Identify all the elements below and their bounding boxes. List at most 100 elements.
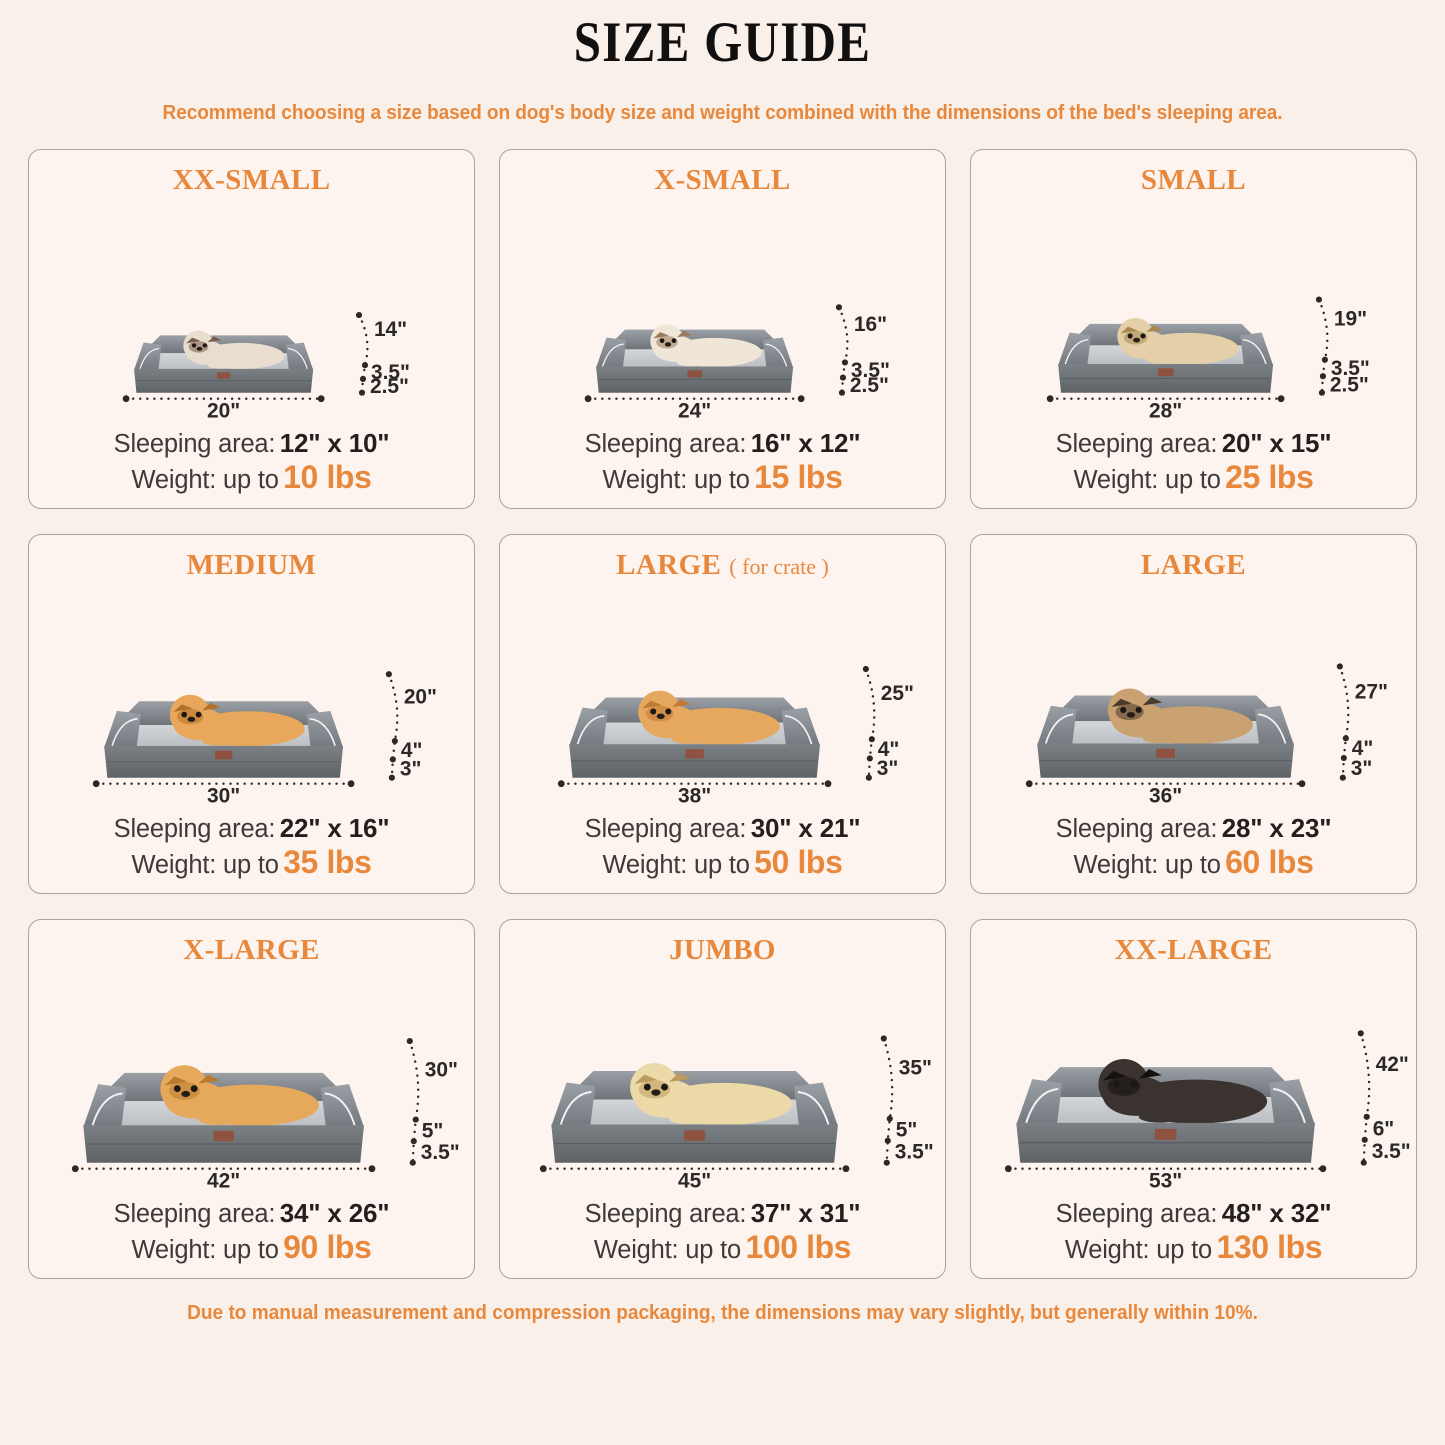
height-dimension-line	[882, 1036, 894, 1164]
bed-illustration-svg: 42" 6" 3.5" 53"	[1004, 1029, 1411, 1192]
bed-illustration-svg: 30" 5" 3.5" 42"	[71, 1037, 460, 1192]
width-dot-right	[368, 1164, 376, 1172]
size-card-specs: Sleeping area: 30" x 21" Weight: up to 5…	[500, 813, 945, 893]
sleeping-area-label: Sleeping area:	[584, 429, 747, 458]
weight-value: 10 lbs	[283, 458, 372, 495]
weight-value: 15 lbs	[754, 458, 843, 495]
dim-dot-bottom	[865, 774, 872, 781]
width-dot-right	[317, 394, 325, 402]
pet-illustration-australian-shepherd	[1107, 688, 1253, 744]
pet-illustration-labrador	[630, 1062, 793, 1125]
width-label: 24"	[678, 399, 711, 422]
width-dot-right	[347, 779, 355, 787]
size-card-title-text: X-LARGE	[183, 933, 320, 966]
size-card-title-text: JUMBO	[669, 933, 776, 966]
size-card-specs: Sleeping area: 28" x 23" Weight: up to 6…	[971, 813, 1416, 893]
size-card-specs: Sleeping area: 12" x 10" Weight: up to 1…	[29, 428, 474, 508]
size-card-title: MEDIUM	[187, 550, 317, 580]
piping-left	[576, 714, 605, 745]
pet-illustration-rottweiler-and-chihuahua	[1098, 1058, 1268, 1124]
height-label-overall: 30"	[425, 1058, 458, 1081]
size-card-title: LARGE ( for crate )	[616, 550, 829, 580]
sleeping-area-line: Sleeping area: 37" x 31"	[500, 1198, 945, 1229]
width-dot-left	[1025, 779, 1033, 787]
size-card[interactable]: XX-LARGE	[970, 918, 1417, 1279]
dim-dot-mid2	[839, 374, 847, 381]
size-cards-grid: XX-SMALL	[28, 148, 1417, 1279]
sleeping-area-label: Sleeping area:	[1055, 429, 1218, 458]
bed-illustration-svg: 19" 3.5" 2.5" 28"	[1046, 296, 1370, 422]
size-card[interactable]: SMALL	[970, 148, 1417, 509]
sleeping-area-label: Sleeping area:	[113, 1199, 276, 1228]
width-dot-left	[122, 394, 130, 402]
height-dimension-line	[357, 313, 369, 394]
page-title: SIZE GUIDE	[573, 11, 872, 74]
size-card[interactable]: LARGE ( for crate )	[499, 533, 946, 894]
sleeping-area-label: Sleeping area:	[113, 429, 276, 458]
size-card[interactable]: X-LARGE	[28, 918, 475, 1279]
sleeping-area-value: 48" x 32"	[1221, 1197, 1332, 1228]
size-card-specs: Sleeping area: 48" x 32" Weight: up to 1…	[971, 1198, 1416, 1278]
width-dot-right	[1277, 394, 1285, 402]
size-card-title: SMALL	[1141, 165, 1246, 195]
size-card[interactable]: XX-SMALL	[28, 148, 475, 509]
dim-dot-bottom	[409, 1159, 416, 1166]
size-card[interactable]: X-SMALL	[499, 148, 946, 509]
size-card[interactable]: MEDIUM	[28, 533, 475, 894]
piping-left	[602, 343, 624, 367]
dim-dot-mid2	[359, 375, 367, 382]
weight-label: Weight: up to	[1073, 465, 1221, 494]
dim-dot-mid1	[868, 735, 875, 742]
weight-label: Weight: up to	[1073, 850, 1221, 879]
width-dot-left	[539, 1164, 547, 1172]
dim-dot-mid2	[884, 1137, 891, 1144]
bed-illustration: 14" 3.5" 2.5" 20"	[29, 195, 474, 428]
dim-dot-top	[835, 303, 843, 311]
weight-value: 50 lbs	[754, 843, 843, 880]
dim-dot-mid2	[1340, 754, 1347, 761]
size-card[interactable]: LARGE	[970, 533, 1417, 894]
piping-left	[91, 1092, 123, 1126]
height-dimension-line	[1359, 1031, 1371, 1164]
sleeping-area-value: 16" x 12"	[750, 427, 861, 458]
footer-note: Due to manual measurement and compressio…	[187, 1300, 1258, 1324]
bed-illustration-svg: 35" 5" 3.5" 45"	[539, 1035, 934, 1192]
height-label-base: 3.5"	[421, 1141, 460, 1164]
bed-illustration: 16" 3.5" 2.5" 24"	[500, 195, 945, 428]
height-label-base: 2.5"	[1330, 373, 1369, 396]
weight-label: Weight: up to	[131, 1235, 279, 1264]
size-card-title: LARGE	[1141, 550, 1246, 580]
sleeping-area-line: Sleeping area: 16" x 12"	[500, 428, 945, 459]
weight-value: 100 lbs	[745, 1228, 852, 1265]
dim-dot-mid1	[886, 1115, 893, 1122]
dim-dot-mid1	[1342, 734, 1349, 742]
height-label-base: 2.5"	[850, 374, 889, 397]
weight-line: Weight: up to 100 lbs	[500, 1229, 945, 1267]
height-label-overall: 42"	[1376, 1053, 1409, 1076]
size-card[interactable]: JUMBO	[499, 918, 946, 1279]
width-label: 28"	[1149, 399, 1182, 422]
brand-logo-tag	[214, 750, 233, 760]
dim-dot-mid1	[391, 737, 398, 744]
brand-logo-tag	[1154, 1128, 1177, 1140]
weight-line: Weight: up to 35 lbs	[29, 844, 474, 882]
sleeping-area-value: 37" x 31"	[750, 1197, 861, 1228]
height-label-base: 3"	[877, 757, 899, 780]
dim-dot-top	[1336, 663, 1343, 670]
height-label-base: 2.5"	[370, 374, 409, 397]
size-card-title-suffix: ( for crate )	[729, 553, 829, 579]
height-label-base: 3.5"	[1372, 1140, 1411, 1163]
sleeping-area-value: 34" x 26"	[279, 1197, 390, 1228]
sleeping-area-value: 12" x 10"	[279, 427, 390, 458]
width-dot-left	[557, 779, 565, 787]
size-card-title-text: X-SMALL	[654, 163, 791, 196]
width-label: 53"	[1149, 1169, 1182, 1192]
height-label-bolster: 5"	[896, 1118, 918, 1141]
brand-logo-tag	[1157, 368, 1174, 376]
size-card-title: JUMBO	[669, 933, 776, 966]
height-label-overall: 20"	[404, 685, 437, 708]
dim-dot-bottom	[838, 389, 846, 396]
sleeping-area-label: Sleeping area:	[584, 814, 747, 843]
height-label-overall: 19"	[1334, 307, 1367, 330]
